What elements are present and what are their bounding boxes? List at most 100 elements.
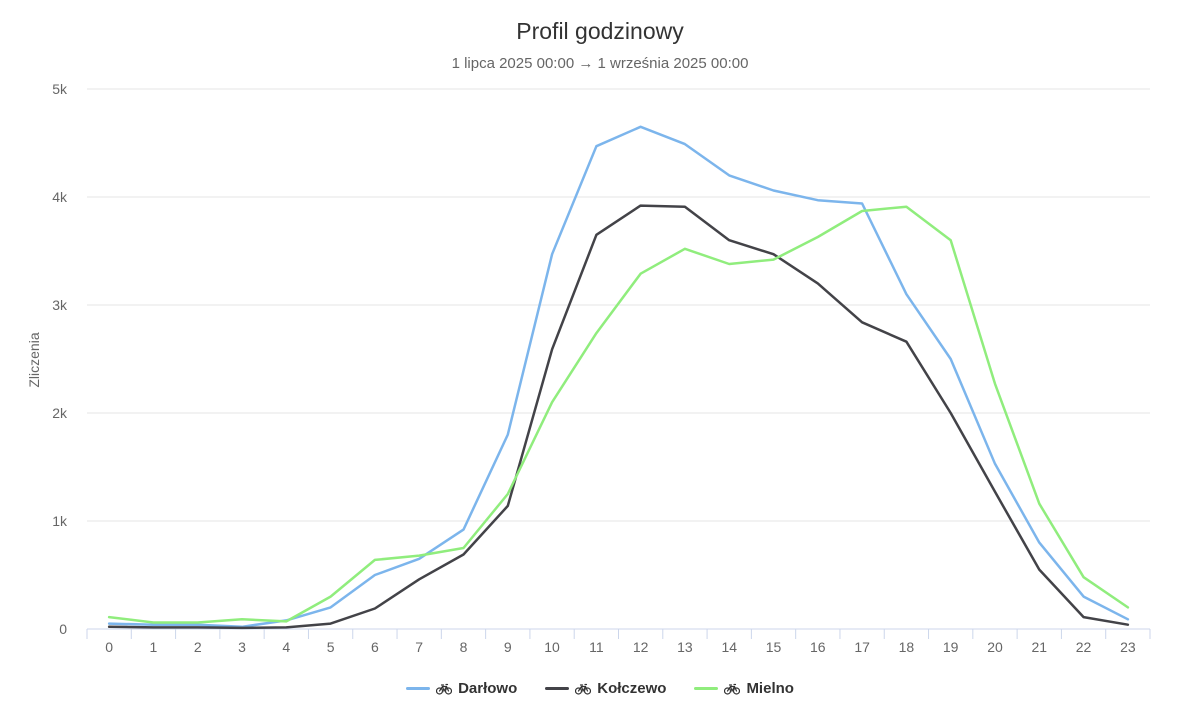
legend-item-1[interactable]: Kołczewo (545, 680, 666, 697)
series-line-2[interactable] (107, 205, 1130, 624)
x-tick-label: 5 (327, 639, 335, 655)
x-tick-label: 7 (415, 639, 423, 655)
data-point[interactable] (1080, 593, 1088, 601)
data-point[interactable] (238, 615, 246, 623)
x-tick-label: 6 (371, 639, 379, 655)
x-tick-label: 16 (810, 639, 826, 655)
data-point[interactable] (548, 250, 556, 258)
data-point[interactable] (770, 187, 778, 195)
data-point[interactable] (902, 290, 910, 298)
data-point[interactable] (637, 202, 645, 210)
data-point[interactable] (105, 613, 113, 621)
legend-label: Mielno (746, 680, 794, 697)
data-point[interactable] (282, 617, 290, 625)
data-point[interactable] (327, 620, 335, 628)
data-point[interactable] (194, 619, 202, 627)
data-point[interactable] (504, 431, 512, 439)
data-point[interactable] (814, 196, 822, 204)
legend-item-2[interactable]: Mielno (694, 680, 794, 697)
x-tick-label: 14 (721, 639, 737, 655)
x-tick-label: 21 (1031, 639, 1047, 655)
x-tick-label: 3 (238, 639, 246, 655)
data-point[interactable] (725, 171, 733, 179)
y-tick-label: 5k (52, 81, 68, 97)
data-point[interactable] (238, 624, 246, 632)
y-tick-label: 0 (59, 621, 67, 637)
legend-swatch (694, 687, 719, 690)
data-point[interactable] (504, 490, 512, 498)
data-point[interactable] (637, 123, 645, 131)
legend-swatch (406, 687, 431, 690)
data-point[interactable] (1124, 603, 1132, 611)
series-line-0[interactable] (107, 125, 1130, 629)
y-tick-label: 2k (52, 405, 68, 421)
data-point[interactable] (548, 398, 556, 406)
data-point[interactable] (1035, 566, 1043, 574)
series-line-1[interactable] (107, 204, 1130, 630)
x-tick-label: 1 (150, 639, 158, 655)
data-point[interactable] (947, 236, 955, 244)
data-point[interactable] (105, 623, 113, 631)
x-tick-label: 15 (766, 639, 782, 655)
data-point[interactable] (371, 604, 379, 612)
data-point[interactable] (592, 329, 600, 337)
data-point[interactable] (415, 575, 423, 583)
x-tick-label: 18 (899, 639, 915, 655)
data-point[interactable] (1080, 573, 1088, 581)
data-point[interactable] (637, 270, 645, 278)
data-point[interactable] (681, 140, 689, 148)
data-point[interactable] (858, 318, 866, 326)
data-point[interactable] (592, 142, 600, 150)
data-point[interactable] (1124, 621, 1132, 629)
data-point[interactable] (371, 556, 379, 564)
chart-legend: Darłowo Kołczewo Mielno (0, 680, 1200, 697)
data-point[interactable] (681, 245, 689, 253)
x-tick-label: 8 (460, 639, 468, 655)
x-tick-label: 4 (282, 639, 290, 655)
data-point[interactable] (459, 526, 467, 534)
x-tick-label: 12 (633, 639, 649, 655)
chart-title: Profil godzinowy (516, 18, 684, 44)
data-point[interactable] (947, 409, 955, 417)
data-point[interactable] (149, 619, 157, 627)
y-tick-label: 1k (52, 513, 68, 529)
data-point[interactable] (858, 207, 866, 215)
data-point[interactable] (725, 236, 733, 244)
y-axis-ticks: 0 1k 2k 3k 4k 5k (52, 81, 68, 637)
bicycle-icon (724, 683, 741, 695)
data-point[interactable] (725, 260, 733, 268)
data-point[interactable] (504, 502, 512, 510)
x-axis (86, 628, 1151, 639)
data-point[interactable] (991, 488, 999, 496)
data-point[interactable] (814, 279, 822, 287)
y-tick-label: 4k (52, 189, 68, 205)
data-point[interactable] (858, 199, 866, 207)
data-point[interactable] (770, 256, 778, 264)
data-point[interactable] (1035, 539, 1043, 547)
data-point[interactable] (902, 338, 910, 346)
legend-item-0[interactable]: Darłowo (406, 680, 517, 697)
data-point[interactable] (371, 571, 379, 579)
legend-label: Kołczewo (597, 680, 667, 697)
y-tick-label: 3k (52, 297, 68, 313)
data-point[interactable] (327, 603, 335, 611)
data-point[interactable] (548, 345, 556, 353)
x-tick-label: 19 (943, 639, 959, 655)
data-point[interactable] (902, 203, 910, 211)
data-point[interactable] (947, 355, 955, 363)
data-point[interactable] (681, 203, 689, 211)
x-tick-label: 22 (1076, 639, 1092, 655)
data-point[interactable] (814, 233, 822, 241)
data-point[interactable] (1035, 500, 1043, 508)
data-point[interactable] (991, 460, 999, 468)
data-point[interactable] (459, 544, 467, 552)
data-point[interactable] (991, 380, 999, 388)
x-tick-label: 17 (854, 639, 870, 655)
data-point[interactable] (415, 552, 423, 560)
data-point[interactable] (592, 231, 600, 239)
data-point[interactable] (327, 593, 335, 601)
x-tick-label: 2 (194, 639, 202, 655)
legend-label: Darłowo (458, 680, 518, 697)
data-point[interactable] (1080, 613, 1088, 621)
